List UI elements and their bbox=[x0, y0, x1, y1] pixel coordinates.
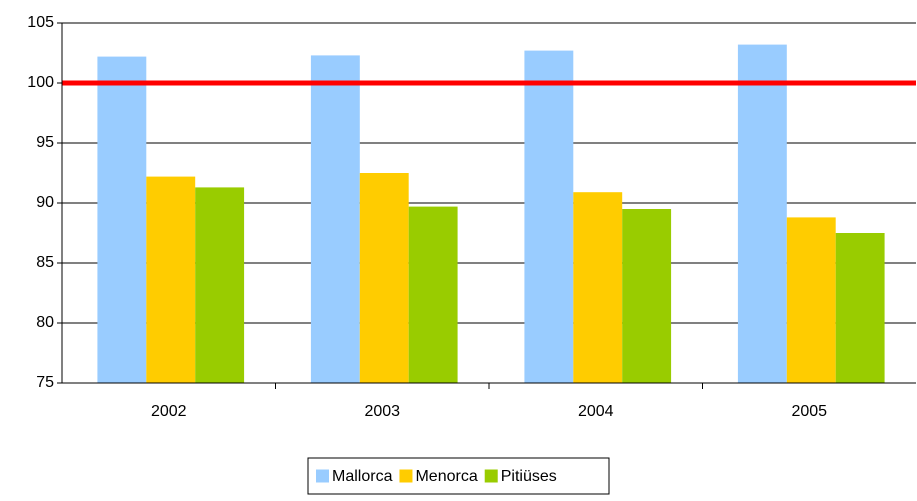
bar bbox=[835, 233, 885, 383]
y-tick-label: 80 bbox=[36, 314, 54, 331]
x-tick-label: 2002 bbox=[151, 403, 187, 420]
y-tick-label: 105 bbox=[27, 14, 54, 31]
legend-label: Pitiüses bbox=[501, 468, 557, 485]
legend-swatch bbox=[484, 469, 498, 483]
x-tick-label: 2003 bbox=[364, 403, 400, 420]
bar bbox=[146, 176, 196, 383]
x-tick-label: 2005 bbox=[791, 403, 827, 420]
legend-label: Mallorca bbox=[332, 468, 393, 485]
y-tick-label: 100 bbox=[27, 74, 54, 91]
bar bbox=[737, 44, 787, 383]
bar bbox=[408, 206, 458, 383]
y-tick-label: 95 bbox=[36, 134, 54, 151]
bar bbox=[573, 192, 623, 383]
legend-box bbox=[307, 457, 610, 495]
bar bbox=[622, 209, 672, 383]
x-tick-label: 2004 bbox=[578, 403, 614, 420]
bar bbox=[195, 187, 245, 383]
bar bbox=[97, 56, 147, 383]
bar bbox=[310, 55, 360, 384]
y-tick-label: 90 bbox=[36, 194, 54, 211]
legend-swatch bbox=[316, 469, 329, 483]
y-tick-label: 85 bbox=[36, 254, 54, 271]
legend-swatch bbox=[399, 469, 413, 483]
bar bbox=[359, 173, 409, 383]
bar bbox=[786, 217, 836, 383]
legend-label: Menorca bbox=[415, 468, 477, 485]
bar bbox=[524, 50, 574, 383]
y-tick-label: 75 bbox=[36, 374, 54, 391]
